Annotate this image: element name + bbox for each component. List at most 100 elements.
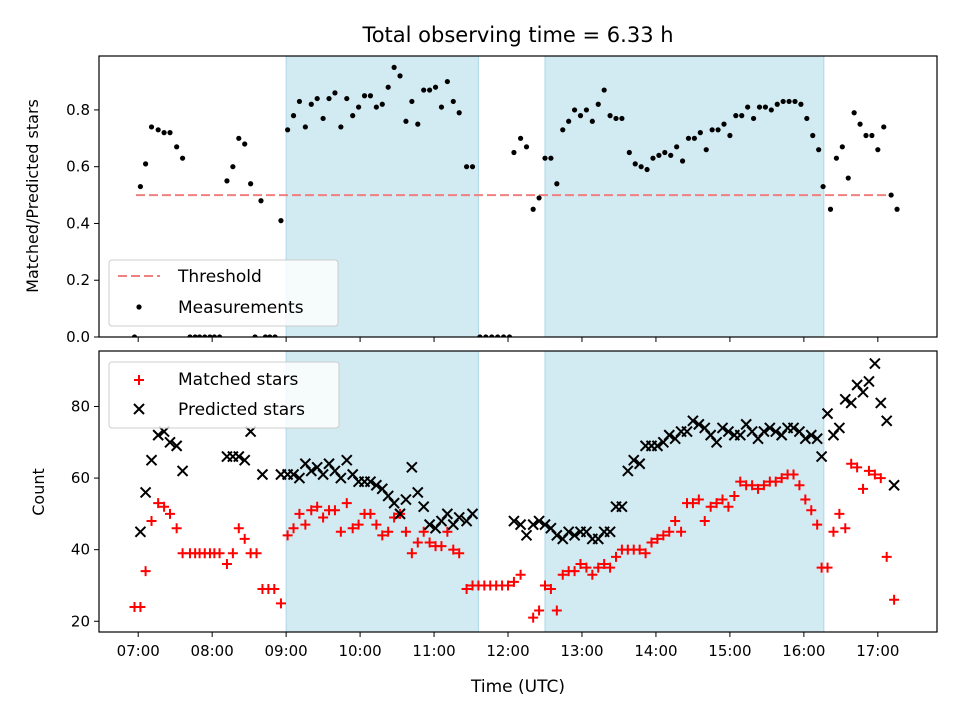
data-point [258,198,264,204]
data-point [278,218,284,224]
data-point [523,144,530,150]
data-point [317,468,329,481]
data-point [827,206,834,212]
data-point [716,422,729,434]
data-point [196,334,203,337]
data-point [326,95,332,102]
data-point [454,548,465,559]
legend-top: Threshold Measurements [108,259,339,327]
data-point [508,515,520,527]
data-point [506,334,513,337]
x-tick-label: 12:00 [486,642,529,660]
data-point [527,518,539,531]
data-point [554,181,560,187]
data-point [710,436,723,448]
data-point [365,508,376,519]
data-point [489,334,495,337]
data-point [394,508,406,520]
data-point [511,149,517,156]
x-tick-label: 15:00 [708,642,751,660]
data-point [723,501,734,512]
data-point [542,155,548,161]
data-point [616,501,628,513]
data-point [347,523,358,534]
legend-box [108,361,340,429]
data-point [287,468,300,481]
data-point [858,483,869,494]
data-point [607,113,613,119]
legend-bottom: Matched stars Predicted stars [108,361,340,429]
data-point [768,107,774,113]
data-point [275,598,286,609]
y-tick-label: 40 [71,541,90,559]
data-point [604,526,616,538]
data-point [528,612,539,623]
data-point [717,494,728,505]
data-point [733,113,739,119]
data-point [406,461,418,474]
data-point [869,132,875,139]
data-point [320,115,326,122]
data-point [409,98,415,105]
data-point [670,516,681,527]
data-point [364,475,377,488]
data-point [444,78,450,85]
data-point [815,450,828,463]
data-point [875,397,887,409]
data-point [562,526,575,538]
data-point [628,454,640,466]
data-point [282,530,293,541]
data-point [739,113,745,119]
data-point [729,490,740,501]
data-point [267,334,273,337]
data-point [691,135,698,141]
data-point [804,115,810,122]
data-point [650,155,656,161]
data-point [251,548,262,559]
y-tick-label: 0.0 [66,328,90,346]
data-point [734,429,746,441]
data-point [632,161,638,167]
data-point [456,110,462,116]
data-point [640,548,651,559]
y-axis-label: Matched/Predicted stars [23,99,42,293]
data-point [397,73,403,79]
data-point [514,518,527,531]
data-point [335,472,347,484]
data-point [881,124,887,130]
data-point [828,526,839,537]
data-point [822,562,833,573]
data-point [545,584,556,595]
y-tick-label: 0.6 [66,158,90,176]
data-point [293,472,306,484]
data-point [442,526,453,537]
data-point [875,473,886,484]
data-point [533,515,545,527]
data-point [302,124,308,130]
count-panel: 07:00 08:00 09:00 10:00 11:00 12:00 13:00 14:00… [29,350,938,660]
data-point [881,551,892,562]
data-point [758,480,769,491]
data-point [495,334,501,337]
y-axis-label: Count [29,468,48,516]
data-point [165,508,176,519]
data-point [687,498,698,509]
data-point [296,98,303,105]
data-point [811,432,823,445]
legend-matched-label: Matched stars [178,370,298,390]
data-point [214,548,225,559]
data-point [341,454,353,466]
legend-predicted-label: Predicted stars [178,400,305,420]
data-point [338,124,344,130]
data-point [821,407,834,420]
shaded-interval-2 [544,351,825,632]
data-point [794,480,805,491]
data-point [224,178,230,184]
data-point [658,530,669,541]
data-point [776,473,787,484]
data-point [788,469,799,480]
data-point [461,584,472,595]
data-point [869,357,881,370]
data-point [664,526,675,537]
data-point [697,130,703,136]
